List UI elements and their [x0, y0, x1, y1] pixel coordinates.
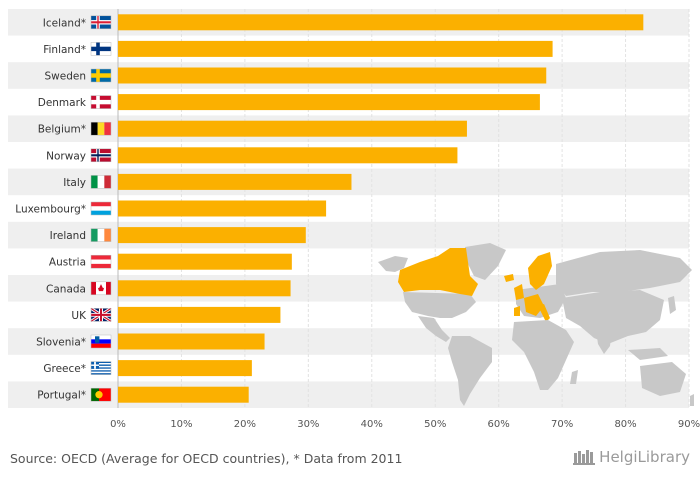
library-logo-icon [573, 450, 596, 465]
bar [118, 333, 265, 350]
bar [118, 386, 249, 403]
bar [118, 200, 327, 217]
map-canada [398, 248, 478, 296]
x-tick-label: 30% [297, 419, 319, 430]
map-russia [556, 250, 692, 296]
x-tick-label: 80% [614, 419, 636, 430]
bar [118, 14, 644, 31]
category-label: Slovenia* [36, 337, 86, 349]
map-western-europe [524, 294, 544, 316]
category-label: Belgium* [38, 124, 86, 136]
x-tick-label: 40% [361, 419, 383, 430]
bar [118, 40, 553, 57]
category-label: Austria [49, 257, 86, 269]
map-italy [538, 304, 550, 322]
bar [118, 173, 352, 190]
source-note: Source: OECD (Average for OECD countries… [10, 451, 403, 466]
category-label: Luxembourg* [15, 204, 86, 216]
world-map-icon [378, 243, 694, 406]
flag-finland-icon [90, 42, 112, 56]
map-india [596, 330, 612, 354]
x-tick-label: 90% [678, 419, 700, 430]
bar [118, 306, 281, 323]
category-labels: Iceland* Finland* Sweden Denmark Belgium* Nor… [15, 17, 87, 401]
map-portugal [514, 306, 520, 316]
x-tick-label: 20% [234, 419, 256, 430]
map-usa [403, 292, 476, 318]
flag-ireland-icon [90, 228, 112, 242]
flag-austria-icon [90, 254, 112, 269]
flag-uk-icon [90, 307, 112, 323]
category-label: Sweden [45, 71, 87, 83]
map-central-america [418, 316, 450, 342]
bar [118, 120, 467, 137]
bars [118, 14, 644, 403]
flag-luxembourg-icon [90, 201, 112, 216]
category-label: Portugal* [37, 390, 86, 402]
category-label: Denmark [38, 97, 87, 109]
category-label: Norway [46, 150, 86, 162]
flag-sweden-icon [90, 68, 112, 83]
logo-text: HelgiLibrary [599, 448, 690, 466]
map-greenland [465, 243, 506, 280]
map-asia [562, 290, 664, 344]
x-tick-label: 50% [424, 419, 446, 430]
category-label: Canada [46, 283, 86, 295]
flag-denmark-icon [90, 95, 112, 109]
flag-canada-icon [90, 281, 112, 296]
x-tick-label: 0% [110, 419, 126, 430]
category-label: Ireland [50, 230, 86, 242]
map-new-zealand [690, 394, 694, 406]
flag-iceland-icon [90, 15, 112, 30]
map-uk-ireland [514, 284, 524, 300]
x-tick-label: 70% [551, 419, 573, 430]
map-madagascar [570, 370, 578, 384]
helgi-library-logo: HelgiLibrary [573, 448, 690, 466]
category-label: Iceland* [43, 17, 86, 29]
flag-portugal-icon [90, 387, 112, 402]
bar [118, 227, 306, 244]
bar [118, 147, 458, 164]
flag-slovenia-icon [90, 334, 112, 349]
flag-greece-icon [90, 361, 112, 375]
map-iceland [504, 274, 514, 282]
flag-icons [90, 15, 112, 402]
category-label: Italy [63, 177, 86, 189]
flag-italy-icon [90, 175, 112, 189]
map-indonesia [628, 348, 668, 360]
x-axis-tick-labels: 0% 10% 20% 30% 40% 50% 60% 70% 80% 90% [110, 419, 700, 430]
bar [118, 67, 547, 84]
category-label: UK [71, 310, 87, 322]
bar [118, 94, 540, 111]
map-south-america [448, 336, 492, 406]
map-africa [512, 320, 574, 390]
flag-norway-icon [90, 148, 112, 163]
flag-belgium-icon [90, 121, 112, 136]
x-tick-label: 60% [488, 419, 510, 430]
bar [118, 280, 291, 297]
bar [118, 360, 252, 377]
map-scandinavia [528, 252, 552, 290]
map-australia [640, 362, 686, 396]
category-label: Greece* [43, 363, 86, 375]
x-tick-label: 10% [170, 419, 192, 430]
map-japan [668, 296, 676, 314]
category-label: Finland* [43, 44, 86, 56]
bar [118, 253, 292, 270]
map-north-america [378, 256, 408, 272]
